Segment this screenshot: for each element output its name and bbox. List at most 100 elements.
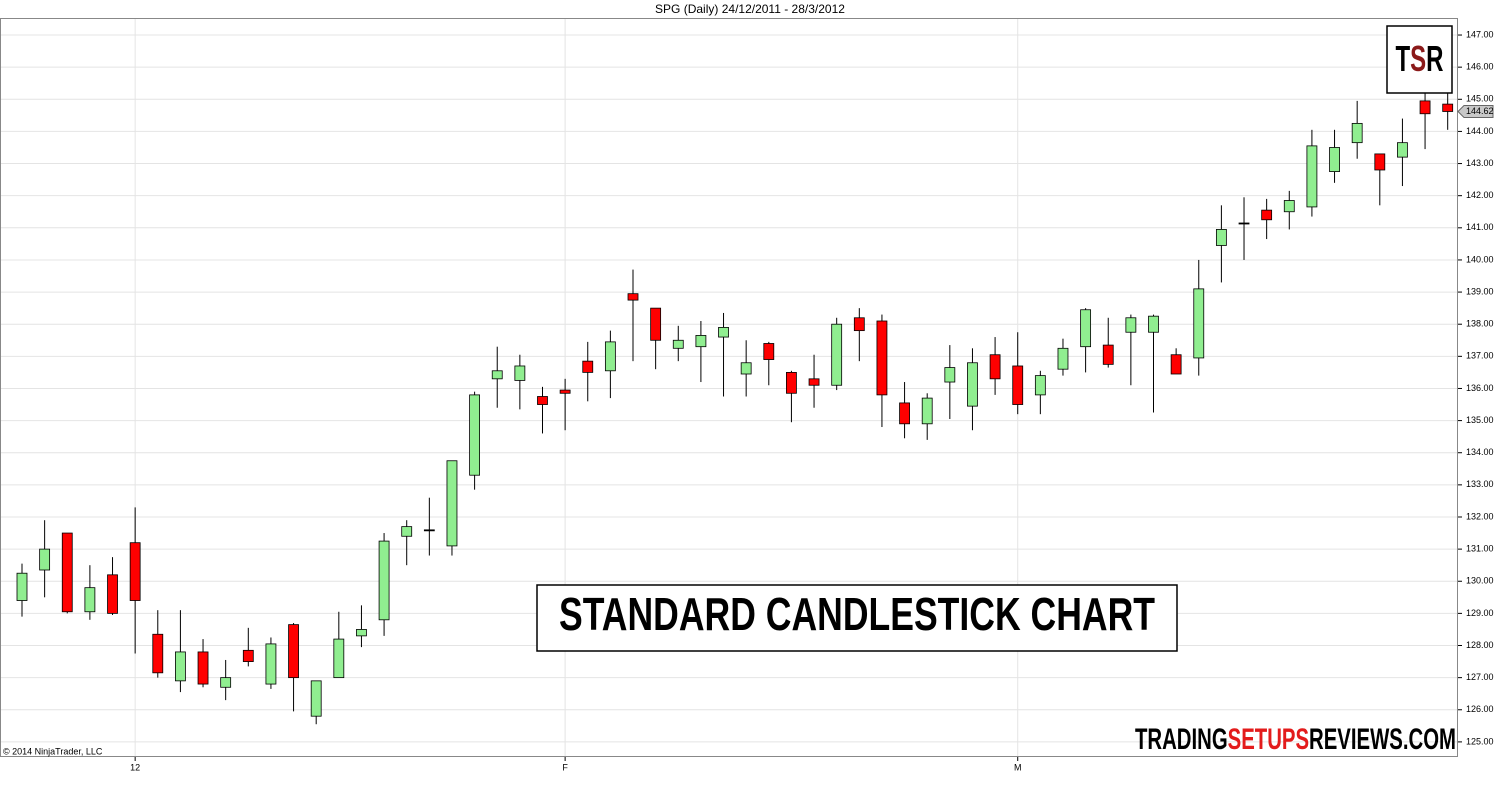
last-price-marker bbox=[1457, 104, 1494, 118]
candle-body bbox=[1193, 288, 1205, 359]
candle-body bbox=[61, 532, 73, 613]
y-tick-label: 136.00 bbox=[1466, 383, 1494, 393]
annotation-box bbox=[536, 584, 1178, 652]
candle-body bbox=[1329, 147, 1340, 172]
y-tick-label: 141.00 bbox=[1466, 222, 1494, 232]
candle-body bbox=[582, 360, 594, 373]
candle-body bbox=[378, 540, 390, 621]
candle-body bbox=[39, 548, 51, 571]
watermark: TRADINGSETUPSREVIEWS.COM bbox=[1135, 723, 1456, 756]
chart-title: SPG (Daily) 24/12/2011 - 28/3/2012 bbox=[655, 2, 845, 16]
watermark-part: SETUPS bbox=[1228, 723, 1309, 756]
y-tick-label: 147.00 bbox=[1466, 29, 1494, 39]
candle-body bbox=[446, 460, 458, 547]
logo: TSR bbox=[1396, 38, 1444, 79]
candle-body bbox=[1442, 103, 1454, 112]
candle-body bbox=[876, 320, 888, 396]
candle-body bbox=[650, 307, 662, 341]
y-tick-label: 138.00 bbox=[1466, 319, 1494, 329]
y-tick-label: 129.00 bbox=[1466, 608, 1494, 618]
candle-body bbox=[831, 323, 843, 386]
candle-body bbox=[84, 587, 96, 613]
candle-body bbox=[1306, 145, 1318, 208]
plot-frame bbox=[0, 18, 1458, 757]
y-tick-label: 139.00 bbox=[1466, 286, 1494, 296]
candle-body bbox=[265, 643, 277, 685]
y-tick-label: 128.00 bbox=[1466, 640, 1494, 650]
x-tick-label: M bbox=[1014, 762, 1022, 772]
candle-body bbox=[1283, 200, 1295, 213]
candle-body bbox=[672, 339, 684, 349]
y-tick-label: 133.00 bbox=[1466, 479, 1494, 489]
candle-body bbox=[718, 327, 729, 338]
y-tick-label: 144.00 bbox=[1466, 126, 1494, 136]
candle-body bbox=[1238, 222, 1250, 225]
candle-body bbox=[175, 651, 186, 682]
y-tick-label: 131.00 bbox=[1466, 543, 1494, 553]
logo-part: T bbox=[1396, 38, 1411, 79]
candle-body bbox=[423, 529, 435, 532]
candle-body bbox=[786, 371, 797, 394]
candle-body bbox=[356, 629, 367, 637]
candle-body bbox=[1148, 315, 1159, 333]
candle-body bbox=[1215, 229, 1227, 246]
candle-body bbox=[242, 649, 254, 662]
y-tick-label: 146.00 bbox=[1466, 62, 1494, 72]
candle-body bbox=[740, 362, 752, 375]
candle-body bbox=[1374, 153, 1386, 171]
candle-body bbox=[333, 638, 345, 679]
copyright: © 2014 NinjaTrader, LLC bbox=[3, 746, 103, 756]
candle-body bbox=[16, 572, 28, 601]
logo-box bbox=[1386, 25, 1453, 94]
x-tick-label: F bbox=[562, 762, 568, 772]
candle-body bbox=[921, 397, 933, 425]
candle-body bbox=[1170, 354, 1182, 375]
annotation: STANDARD CANDLESTICK CHART bbox=[559, 588, 1155, 640]
candle-body bbox=[1397, 142, 1408, 158]
candle-body bbox=[537, 396, 548, 405]
candle-body bbox=[514, 365, 526, 381]
candles bbox=[16, 89, 1454, 725]
candle-body bbox=[944, 367, 956, 383]
candle-body bbox=[695, 335, 707, 348]
y-tick-label: 145.00 bbox=[1466, 94, 1494, 104]
y-tick-label: 134.00 bbox=[1466, 447, 1494, 457]
candle-body bbox=[967, 362, 978, 407]
candle-body bbox=[763, 343, 775, 360]
candle-body bbox=[808, 378, 820, 386]
candle-body bbox=[310, 680, 322, 717]
candle-body bbox=[1012, 365, 1024, 405]
candle-body bbox=[401, 526, 413, 537]
candle-body bbox=[152, 633, 164, 674]
y-tick-label: 130.00 bbox=[1466, 576, 1494, 586]
candle-body bbox=[107, 574, 118, 614]
y-tick-label: 135.00 bbox=[1466, 415, 1494, 425]
logo-part: R bbox=[1426, 38, 1443, 79]
x-tick-label: 12 bbox=[130, 762, 140, 772]
watermark-part: REVIEWS.COM bbox=[1309, 723, 1456, 756]
candle-body bbox=[1080, 309, 1092, 348]
y-tick-label: 143.00 bbox=[1466, 158, 1494, 168]
y-tick-label: 125.00 bbox=[1466, 736, 1494, 746]
candle-body bbox=[1102, 344, 1114, 365]
candle-body bbox=[559, 389, 571, 394]
candle-body bbox=[1419, 100, 1431, 115]
watermark-part: TRADING bbox=[1135, 723, 1228, 756]
candle-body bbox=[899, 402, 910, 425]
logo-part: S bbox=[1410, 38, 1426, 79]
candle-body bbox=[853, 317, 865, 332]
candle-body bbox=[1125, 317, 1137, 333]
candle-body bbox=[604, 341, 616, 372]
candle-body bbox=[491, 370, 503, 380]
y-tick-label: 126.00 bbox=[1466, 704, 1494, 714]
candle-body bbox=[220, 677, 232, 688]
candle-body bbox=[1261, 209, 1273, 221]
candle-body bbox=[469, 394, 481, 476]
candle-body bbox=[197, 651, 209, 685]
candle-body bbox=[1034, 375, 1046, 396]
candle-body bbox=[1057, 347, 1069, 370]
candle-body bbox=[627, 293, 639, 301]
y-tick-label: 142.00 bbox=[1466, 190, 1494, 200]
